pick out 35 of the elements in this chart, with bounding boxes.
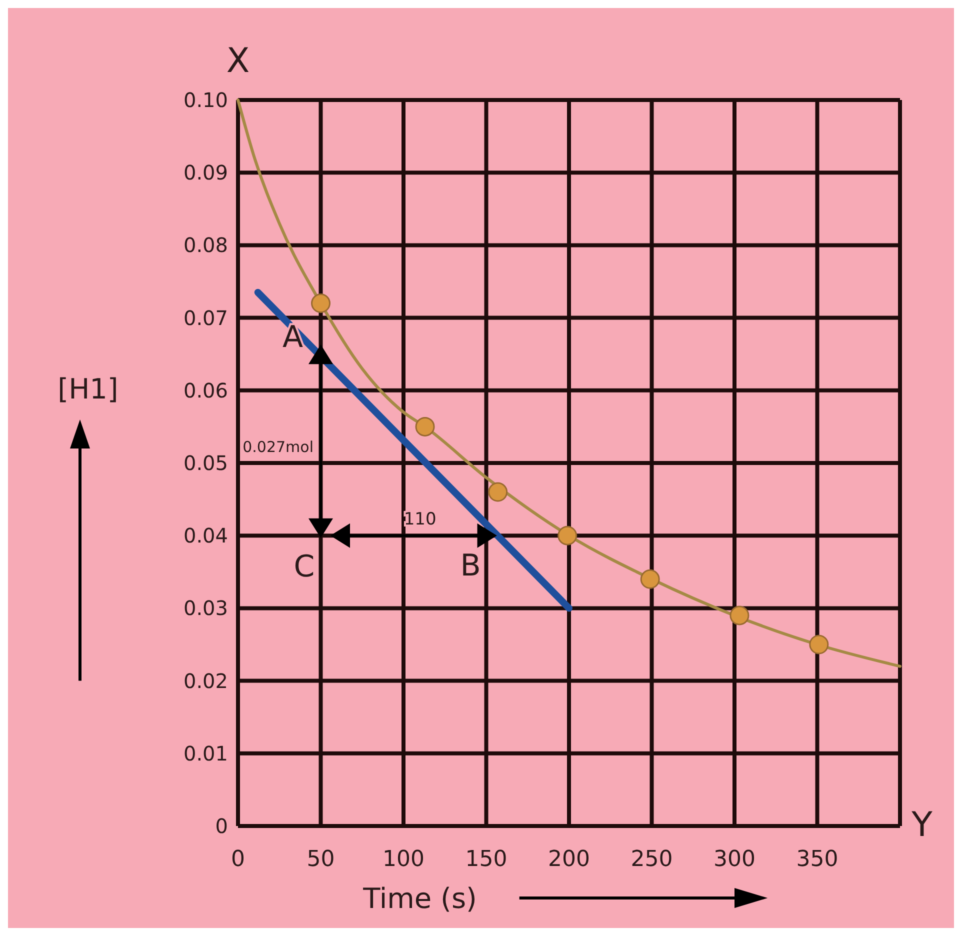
- y-tick-label: 0.06: [183, 378, 228, 402]
- text: X: [226, 41, 250, 81]
- y-tick-label: 0.10: [183, 88, 228, 112]
- x-tick-label: 300: [714, 847, 756, 872]
- x-tick-label: 350: [796, 847, 838, 872]
- y-tick-label: 0.03: [183, 596, 228, 620]
- annotation: A: [282, 320, 304, 355]
- x-tick-label: 200: [548, 847, 590, 872]
- x-tick-label: 150: [465, 847, 508, 872]
- x-axis-title: Time (s): [362, 882, 477, 915]
- y-tick-label: 0.07: [183, 306, 228, 330]
- annotation: B: [460, 548, 481, 584]
- annotation: 110: [404, 510, 436, 530]
- point: [640, 569, 660, 589]
- y-tick-label: 0.09: [183, 160, 228, 185]
- point: [415, 416, 435, 436]
- x-tick-label: 0: [231, 847, 245, 872]
- point: [809, 634, 829, 654]
- point: [488, 482, 508, 502]
- y-tick-label: 0.04: [183, 524, 228, 548]
- annotation: C: [294, 549, 315, 584]
- point: [558, 526, 578, 546]
- y-tick-label: 0.05: [183, 451, 228, 475]
- point: [730, 606, 750, 626]
- annotation: 0.027mol: [242, 438, 314, 456]
- y-tick-label: 0: [215, 814, 228, 838]
- y-tick-label: 0.01: [183, 741, 228, 766]
- y-tick-label: 0.08: [183, 233, 228, 258]
- x-tick-label: 50: [306, 847, 335, 872]
- x-tick-label: 100: [382, 847, 424, 872]
- y-axis-title: [H1]: [58, 372, 118, 406]
- text: Y: [910, 805, 933, 845]
- x-tick-label: 250: [630, 847, 673, 872]
- point: [311, 294, 330, 314]
- y-tick-label: 0.02: [183, 668, 228, 693]
